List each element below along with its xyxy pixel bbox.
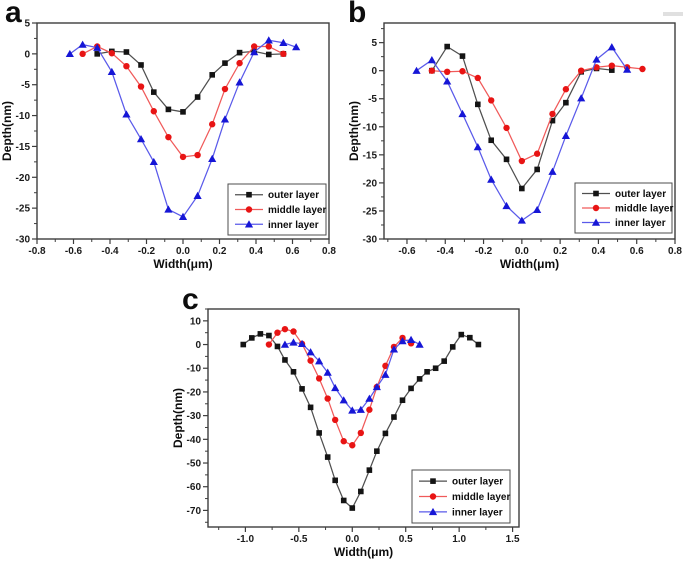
svg-text:0.8: 0.8 xyxy=(322,246,336,257)
svg-text:0: 0 xyxy=(371,66,377,77)
x-axis: -0.6 -0.4 -0.2 0.0 0.2 0.4 0.6 0.8 xyxy=(387,239,682,257)
series-outer-layer xyxy=(240,331,482,511)
legend: outer layer middle layer inner layer xyxy=(574,182,673,234)
chart-a-plot: -0.8 -0.6 -0.4 -0.2 0.0 0.2 0.4 0.6 0.8 5 0 -5 -10 -1… xyxy=(0,0,342,280)
svg-text:-70: -70 xyxy=(187,506,202,517)
svg-text:-30: -30 xyxy=(187,411,202,422)
svg-text:inner layer: inner layer xyxy=(615,218,666,229)
svg-text:-10: -10 xyxy=(187,364,202,375)
legend: outer layer middle layer inner layer xyxy=(411,469,511,524)
svg-text:-25: -25 xyxy=(16,204,31,215)
legend: outer layer middle layer inner layer xyxy=(227,183,327,236)
x-axis: -0.8 -0.6 -0.4 -0.2 0.0 0.2 0.4 0.6 0.8 xyxy=(28,239,336,257)
y-axis: 5 0 -5 -10 -15 -20 -25 -30 xyxy=(363,28,384,246)
plot-frame xyxy=(383,22,676,240)
svg-text:inner layer: inner layer xyxy=(452,507,503,518)
series-middle-layer xyxy=(79,43,287,161)
svg-text:-40: -40 xyxy=(187,435,202,446)
svg-text:5: 5 xyxy=(371,38,377,49)
svg-text:middle layer: middle layer xyxy=(615,204,673,215)
panel-b: b -0.6 -0.4 -0.2 0.0 0.2 0.4 0.6 0.8 5 0 -5 -10 -15 -… xyxy=(342,0,685,280)
svg-text:-30: -30 xyxy=(16,235,31,246)
svg-text:1.0: 1.0 xyxy=(452,534,466,545)
svg-text:middle layer: middle layer xyxy=(268,205,326,216)
scrollbar-artifact xyxy=(663,12,683,16)
svg-text:inner layer: inner layer xyxy=(268,220,319,231)
chart-b-svg: -0.6 -0.4 -0.2 0.0 0.2 0.4 0.6 0.8 5 0 -5 -10 -15 -20… xyxy=(347,22,682,271)
series-inner-layer xyxy=(412,43,632,224)
svg-text:0.4: 0.4 xyxy=(249,246,263,257)
y-axis: 5 0 -5 -10 -15 -20 -25 -30 xyxy=(16,19,37,246)
plot-frame xyxy=(207,308,520,528)
series-outer-layer xyxy=(429,43,615,192)
svg-text:-20: -20 xyxy=(16,173,31,184)
svg-text:0.0: 0.0 xyxy=(345,534,359,545)
y-axis-label: Depth(nm) xyxy=(171,388,185,448)
svg-text:0: 0 xyxy=(24,49,30,60)
panel-c: c -1.0 -0.5 0.0 0.5 1.0 1.5 10 0 -10 -20 -30 -40 -50… xyxy=(170,280,550,561)
svg-text:0.0: 0.0 xyxy=(176,246,190,257)
svg-text:-5: -5 xyxy=(368,94,377,105)
svg-text:middle layer: middle layer xyxy=(452,492,510,503)
svg-text:-20: -20 xyxy=(187,387,202,398)
series-middle-layer xyxy=(428,62,646,165)
svg-text:10: 10 xyxy=(190,316,202,327)
svg-text:-15: -15 xyxy=(363,150,378,161)
svg-text:0.8: 0.8 xyxy=(668,246,682,257)
svg-text:5: 5 xyxy=(24,19,30,30)
svg-text:-10: -10 xyxy=(363,122,378,133)
svg-text:-60: -60 xyxy=(187,482,202,493)
chart-c-svg: -1.0 -0.5 0.0 0.5 1.0 1.5 10 0 -10 -20 -30 -40 -50 -6… xyxy=(171,308,520,559)
svg-text:0.5: 0.5 xyxy=(399,534,413,545)
svg-text:0.6: 0.6 xyxy=(286,246,300,257)
svg-text:0.4: 0.4 xyxy=(591,246,605,257)
svg-text:-1.0: -1.0 xyxy=(237,534,255,545)
svg-text:-15: -15 xyxy=(16,142,31,153)
panel-label-b: b xyxy=(348,0,367,29)
y-axis: 10 0 -10 -20 -30 -40 -50 -60 -70 xyxy=(187,308,208,523)
series-middle-layer xyxy=(265,325,415,449)
svg-text:0.2: 0.2 xyxy=(553,246,567,257)
svg-text:-50: -50 xyxy=(187,459,202,470)
svg-text:-25: -25 xyxy=(363,206,378,217)
svg-text:0.0: 0.0 xyxy=(515,246,529,257)
svg-text:-0.6: -0.6 xyxy=(65,246,83,257)
svg-text:0: 0 xyxy=(195,340,201,351)
chart-b-plot: -0.6 -0.4 -0.2 0.0 0.2 0.4 0.6 0.8 5 0 -5 -10 -15 -20… xyxy=(342,0,685,280)
svg-text:-0.2: -0.2 xyxy=(138,246,156,257)
svg-text:-5: -5 xyxy=(21,80,30,91)
panel-label-c: c xyxy=(182,283,199,316)
chart-c-plot: -1.0 -0.5 0.0 0.5 1.0 1.5 10 0 -10 -20 -30 -40 -50 -6… xyxy=(170,280,550,561)
y-axis-label: Depth(nm) xyxy=(347,101,361,161)
x-axis-label: Width(μm) xyxy=(153,257,212,271)
series-inner-layer xyxy=(65,36,301,220)
svg-text:-0.4: -0.4 xyxy=(437,246,455,257)
svg-text:-0.5: -0.5 xyxy=(290,534,308,545)
svg-text:0.2: 0.2 xyxy=(213,246,227,257)
svg-text:1.5: 1.5 xyxy=(506,534,520,545)
svg-text:-20: -20 xyxy=(363,178,378,189)
svg-text:-0.2: -0.2 xyxy=(475,246,493,257)
panel-label-a: a xyxy=(5,0,22,29)
panel-a: a -0.8 -0.6 -0.4 -0.2 0.0 0.2 0.4 0.6 0.8 5 0 -5 -10… xyxy=(0,0,342,280)
svg-text:-0.4: -0.4 xyxy=(101,246,119,257)
svg-text:outer layer: outer layer xyxy=(452,477,503,488)
chart-a-svg: -0.8 -0.6 -0.4 -0.2 0.0 0.2 0.4 0.6 0.8 5 0 -5 -10 -1… xyxy=(0,19,336,272)
svg-text:0.6: 0.6 xyxy=(630,246,644,257)
svg-text:-10: -10 xyxy=(16,111,31,122)
svg-text:-30: -30 xyxy=(363,235,378,246)
x-axis-label: Width(μm) xyxy=(334,545,393,559)
svg-text:outer layer: outer layer xyxy=(268,190,319,201)
svg-text:outer layer: outer layer xyxy=(615,189,666,200)
svg-text:-0.8: -0.8 xyxy=(28,246,46,257)
svg-text:-0.6: -0.6 xyxy=(398,246,416,257)
y-axis-label: Depth(nm) xyxy=(0,101,14,161)
series-inner-layer xyxy=(280,335,424,414)
x-axis: -1.0 -0.5 0.0 0.5 1.0 1.5 xyxy=(218,527,520,545)
x-axis-label: Width(μm) xyxy=(500,257,559,271)
